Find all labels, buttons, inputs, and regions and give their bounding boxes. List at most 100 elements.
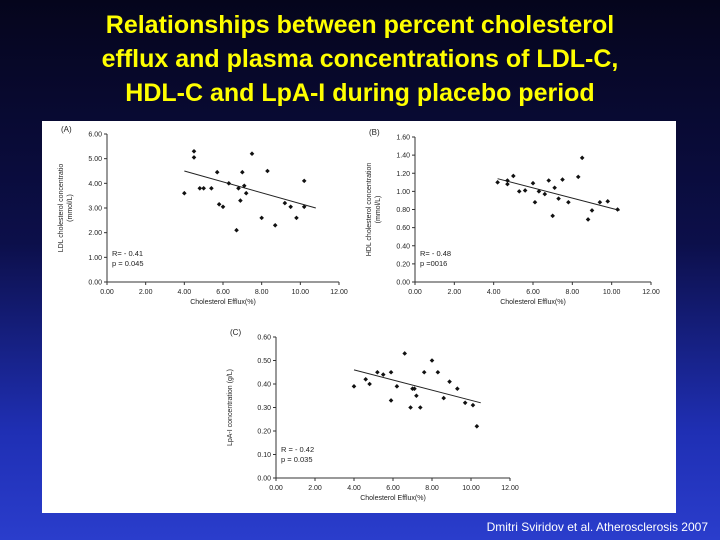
data-point bbox=[441, 395, 446, 401]
data-point bbox=[414, 393, 419, 399]
y-axis-label: HDL cholesterol concentration bbox=[366, 163, 373, 257]
citation: Dmitri Sviridov et al. Atherosclerosis 2… bbox=[486, 520, 708, 534]
data-point bbox=[294, 215, 299, 221]
data-point bbox=[412, 386, 417, 391]
data-point bbox=[375, 369, 380, 375]
stats-label: R= - 0.48 bbox=[420, 249, 451, 258]
data-point bbox=[240, 169, 245, 175]
data-point bbox=[282, 200, 288, 206]
x-tick-label: 10.00 bbox=[603, 289, 621, 296]
data-point bbox=[408, 405, 413, 410]
y-tick-label: 2.00 bbox=[88, 230, 102, 237]
x-tick-label: 8.00 bbox=[566, 289, 580, 296]
x-tick-label: 12.00 bbox=[330, 289, 348, 296]
data-point bbox=[546, 178, 552, 183]
data-point bbox=[249, 151, 255, 157]
y-tick-label: 0.00 bbox=[88, 280, 102, 287]
data-point bbox=[474, 424, 480, 429]
x-tick-label: 8.00 bbox=[425, 485, 439, 492]
data-point bbox=[265, 168, 270, 174]
y-tick-label: 0.40 bbox=[257, 382, 271, 389]
data-point bbox=[447, 379, 452, 384]
y-tick-label: 0.20 bbox=[396, 261, 410, 268]
x-tick-label: 12.00 bbox=[501, 485, 519, 492]
data-point bbox=[209, 185, 214, 191]
data-point bbox=[388, 398, 394, 403]
slide-title: Relationships between percent cholestero… bbox=[20, 8, 700, 110]
data-point bbox=[301, 204, 307, 210]
y-tick-label: 1.60 bbox=[396, 135, 410, 142]
data-point bbox=[220, 204, 226, 210]
data-point bbox=[566, 199, 571, 205]
data-point bbox=[421, 369, 427, 375]
x-tick-label: 6.00 bbox=[386, 485, 400, 492]
panel-label: (B) bbox=[369, 128, 380, 137]
y-tick-label: 1.40 bbox=[396, 153, 410, 160]
data-point bbox=[455, 386, 460, 391]
title-line-3: HDL-C and LpA-I during placebo period bbox=[125, 79, 595, 107]
stats-label: p = 0.045 bbox=[112, 259, 144, 268]
data-point bbox=[351, 384, 357, 389]
y-tick-label: 1.00 bbox=[88, 255, 102, 262]
data-point bbox=[470, 402, 476, 408]
data-point bbox=[236, 185, 241, 191]
data-point bbox=[272, 222, 278, 228]
y-tick-label: 6.00 bbox=[88, 132, 102, 139]
y-tick-label: 5.00 bbox=[88, 156, 102, 163]
data-point bbox=[243, 190, 249, 196]
y-tick-label: 0.00 bbox=[257, 476, 271, 483]
x-tick-label: 2.00 bbox=[139, 289, 153, 296]
data-point bbox=[585, 217, 591, 222]
title-line-2: efflux and plasma concentrations of LDL-… bbox=[101, 45, 619, 73]
stats-label: p = 0.035 bbox=[281, 455, 313, 464]
x-tick-label: 0.00 bbox=[408, 289, 422, 296]
data-point bbox=[511, 173, 516, 179]
x-tick-label: 12.00 bbox=[642, 289, 660, 296]
panel-label: (A) bbox=[61, 125, 72, 134]
data-point bbox=[216, 202, 222, 207]
data-point bbox=[191, 148, 197, 154]
x-axis-label: Cholesterol Efflux(%) bbox=[500, 299, 566, 306]
data-point bbox=[402, 351, 407, 356]
data-point bbox=[201, 185, 206, 191]
data-point bbox=[575, 174, 581, 180]
stats-label: R= - 0.41 bbox=[112, 249, 143, 258]
data-point bbox=[234, 227, 239, 233]
data-point bbox=[516, 189, 522, 194]
data-point bbox=[530, 180, 536, 186]
x-tick-label: 10.00 bbox=[462, 485, 480, 492]
data-point bbox=[182, 190, 187, 196]
y-tick-label: 0.00 bbox=[396, 280, 410, 287]
x-axis-label: Cholesterol Efflux(%) bbox=[360, 495, 426, 502]
data-point bbox=[367, 381, 372, 387]
y-tick-label: 1.20 bbox=[396, 171, 410, 178]
data-point bbox=[597, 199, 603, 205]
panel-label: (C) bbox=[230, 328, 241, 337]
data-point bbox=[505, 178, 510, 183]
data-point bbox=[550, 213, 555, 219]
y-tick-label: 4.00 bbox=[88, 181, 102, 188]
x-tick-label: 2.00 bbox=[308, 485, 322, 492]
data-point bbox=[429, 358, 435, 363]
stats-label: p =0016 bbox=[420, 259, 447, 268]
y-axis-unit: (mmol/L) bbox=[67, 194, 74, 222]
x-tick-label: 6.00 bbox=[526, 289, 540, 296]
data-point bbox=[363, 377, 368, 382]
data-point bbox=[191, 155, 197, 160]
data-point bbox=[288, 204, 293, 210]
data-point bbox=[418, 405, 423, 410]
x-axis-label: Cholesterol Efflux(%) bbox=[190, 299, 256, 306]
x-tick-label: 4.00 bbox=[487, 289, 501, 296]
data-point bbox=[435, 369, 441, 375]
data-point bbox=[214, 169, 220, 175]
y-tick-label: 0.40 bbox=[396, 243, 410, 250]
y-tick-label: 0.30 bbox=[257, 405, 271, 412]
x-tick-label: 4.00 bbox=[178, 289, 192, 296]
data-point bbox=[522, 188, 528, 193]
data-point bbox=[197, 185, 203, 191]
data-point bbox=[615, 207, 620, 212]
x-tick-label: 0.00 bbox=[100, 289, 114, 296]
stats-label: R = - 0.42 bbox=[281, 445, 314, 454]
scatter-figure: 0.00 2.00 4.00 6.00 8.00 10.00 12.00 0.00 1.00 2.… bbox=[58, 125, 660, 502]
y-tick-label: 1.00 bbox=[396, 189, 410, 196]
